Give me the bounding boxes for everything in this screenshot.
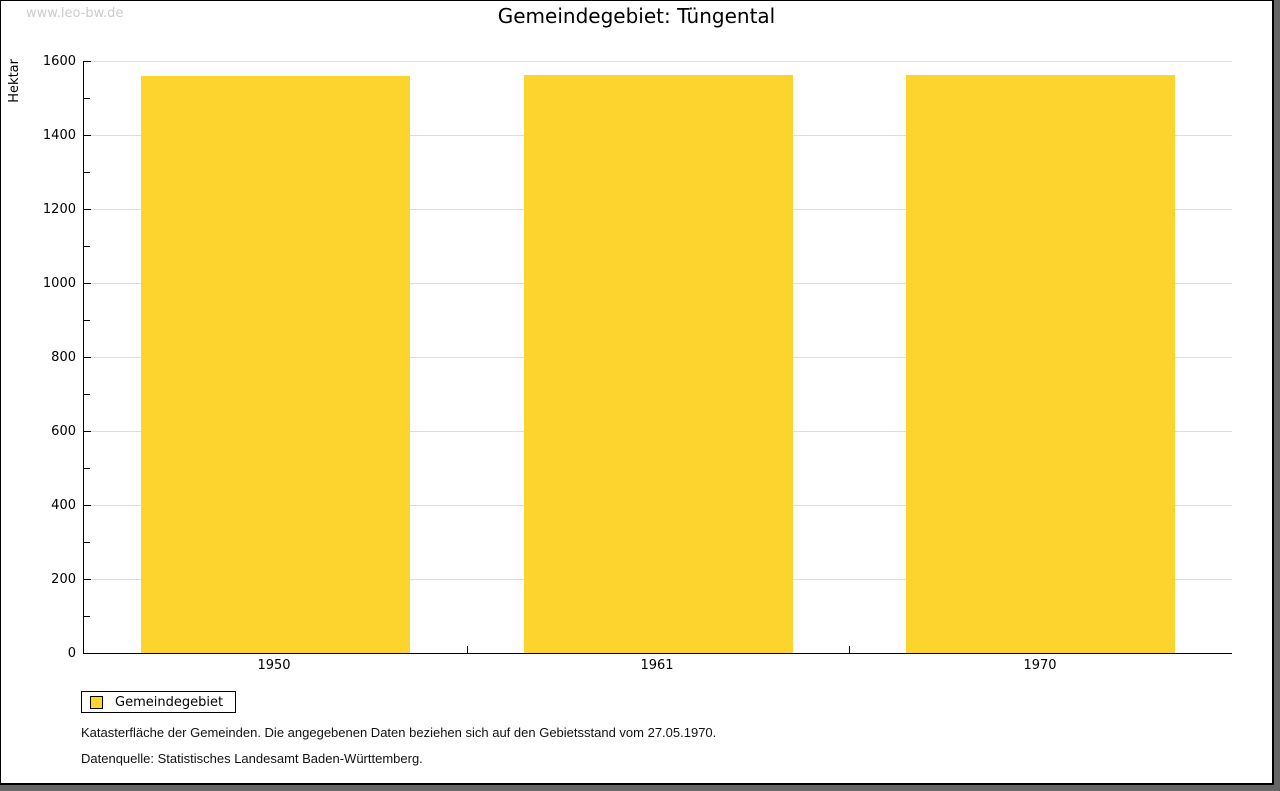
y-gridline [84, 61, 1232, 62]
y-major-tick [84, 357, 91, 358]
y-major-tick [84, 135, 91, 136]
watermark-url: www.leo-bw.de [26, 6, 124, 21]
y-axis-label: Hektar [7, 59, 22, 103]
plot-area [83, 61, 1232, 654]
legend-label: Gemeindegebiet [115, 694, 224, 710]
y-minor-tick [84, 98, 90, 99]
legend-swatch [90, 695, 103, 709]
y-tick-label: 1000 [42, 276, 76, 291]
y-tick-label: 400 [51, 498, 76, 513]
y-major-tick [84, 431, 91, 432]
y-tick-label: 800 [51, 350, 76, 365]
y-tick-label: 1600 [42, 54, 76, 69]
y-minor-tick [84, 468, 90, 469]
y-tick-label: 600 [51, 424, 76, 439]
y-minor-tick [84, 246, 90, 247]
y-minor-tick [84, 320, 90, 321]
y-major-tick [84, 505, 91, 506]
y-tick-label: 1400 [42, 128, 76, 143]
footnote-data-source: Datenquelle: Statistisches Landesamt Bad… [81, 751, 423, 766]
x-boundary-tick [849, 646, 850, 653]
y-minor-tick [84, 542, 90, 543]
y-major-tick [84, 209, 91, 210]
x-tick-label: 1961 [640, 658, 674, 673]
bar [524, 75, 793, 653]
y-minor-tick [84, 394, 90, 395]
legend: Gemeindegebiet [81, 691, 237, 713]
y-minor-tick [84, 616, 90, 617]
y-major-tick [84, 579, 91, 580]
y-major-tick [84, 61, 91, 62]
chart-title: Gemeindegebiet: Tüngental [497, 4, 776, 28]
y-tick-label: 1200 [42, 202, 76, 217]
bar [906, 75, 1175, 653]
y-minor-tick [84, 172, 90, 173]
y-tick-label: 0 [67, 646, 76, 661]
x-boundary-tick [467, 646, 468, 653]
footnote-source-note: Katasterfläche der Gemeinden. Die angege… [81, 725, 717, 740]
bar [141, 76, 410, 653]
y-major-tick [84, 283, 91, 284]
x-tick-label: 1950 [257, 658, 291, 673]
x-tick-label: 1970 [1023, 658, 1057, 673]
y-tick-label: 200 [51, 572, 76, 587]
